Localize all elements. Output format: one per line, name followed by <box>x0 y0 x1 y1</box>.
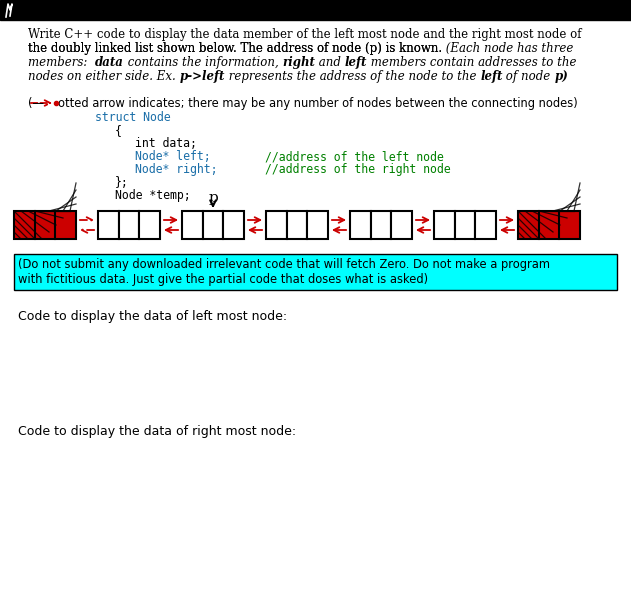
Bar <box>139 211 160 239</box>
Text: Write C++ code to display the data member of the left most node and the right mo: Write C++ code to display the data membe… <box>28 28 582 41</box>
Text: members contain addresses to the: members contain addresses to the <box>367 56 577 69</box>
Bar <box>286 211 307 239</box>
Text: the doubly linked list shown below. The address of node (p) is known. (Each node: the doubly linked list shown below. The … <box>28 42 573 55</box>
Text: and: and <box>315 56 345 69</box>
Bar <box>307 211 328 239</box>
Text: left: left <box>345 56 367 69</box>
Text: {: { <box>115 124 122 137</box>
Bar <box>475 211 496 239</box>
Bar <box>370 211 391 239</box>
Text: otted arrow indicates; there may be any number of nodes between the connecting n: otted arrow indicates; there may be any … <box>58 97 578 110</box>
Bar <box>518 211 580 239</box>
Text: Node *temp;: Node *temp; <box>115 189 191 202</box>
Bar <box>391 211 412 239</box>
Text: (Do not submit any downloaded irrelevant code that will fetch Zero. Do not make : (Do not submit any downloaded irrelevant… <box>18 258 550 286</box>
Text: members:: members: <box>28 56 95 69</box>
Bar <box>182 211 203 239</box>
Bar <box>455 211 475 239</box>
Bar <box>266 211 286 239</box>
Text: (Each node has three: (Each node has three <box>442 42 574 55</box>
Text: left: left <box>480 70 502 83</box>
Bar <box>0 0 631 20</box>
Text: Code to display the data of right most node:: Code to display the data of right most n… <box>18 425 296 438</box>
Text: p->left: p->left <box>179 70 225 83</box>
Text: the doubly linked list shown below. The address of node (p) is known.: the doubly linked list shown below. The … <box>28 42 442 55</box>
Bar <box>14 211 76 239</box>
Bar <box>119 211 139 239</box>
Text: struct Node: struct Node <box>95 111 170 124</box>
Bar <box>14 254 617 290</box>
Text: };: }; <box>115 176 129 189</box>
Text: contains the information,: contains the information, <box>124 56 282 69</box>
Bar <box>350 211 370 239</box>
Text: Code to display the data of left most node:: Code to display the data of left most no… <box>18 310 287 323</box>
Text: of node: of node <box>502 70 555 83</box>
Text: the doubly linked list shown below. The address of node (p) is known.: the doubly linked list shown below. The … <box>28 42 442 55</box>
Bar <box>434 211 455 239</box>
Text: represents the address of the node to the: represents the address of the node to th… <box>225 70 480 83</box>
Text: p: p <box>209 191 219 205</box>
Text: p): p) <box>555 70 569 83</box>
Bar <box>203 211 223 239</box>
Bar <box>223 211 244 239</box>
Text: (—: (— <box>28 97 47 110</box>
Text: data: data <box>95 56 124 69</box>
Text: right: right <box>282 56 315 69</box>
Bar <box>98 211 119 239</box>
Text: //address of the right node: //address of the right node <box>265 163 451 176</box>
Text: int data;: int data; <box>135 137 197 150</box>
Text: Node* left;: Node* left; <box>135 150 211 163</box>
Text: Node* right;: Node* right; <box>135 163 218 176</box>
Text: //address of the left node: //address of the left node <box>265 150 444 163</box>
Text: nodes on either side. Ex.: nodes on either side. Ex. <box>28 70 179 83</box>
